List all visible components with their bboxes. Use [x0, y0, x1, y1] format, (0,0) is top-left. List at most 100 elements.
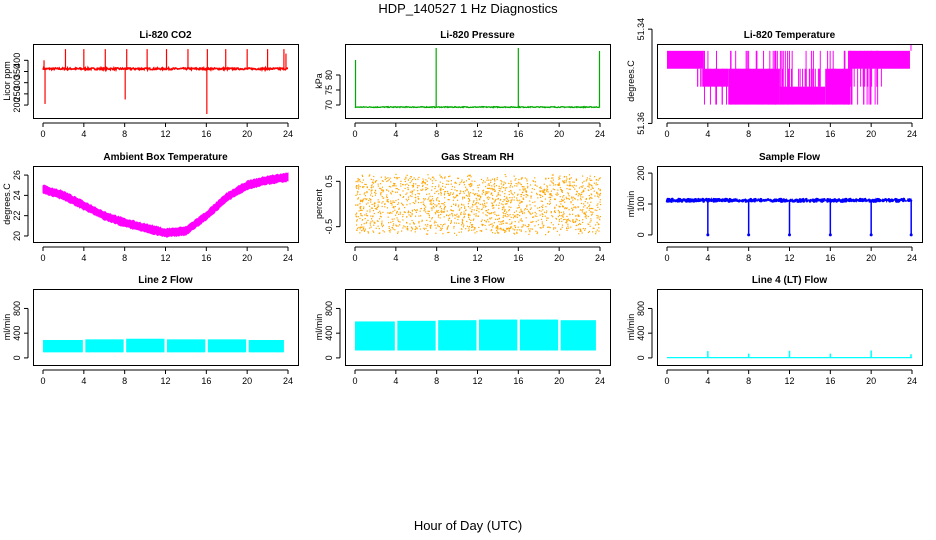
rh-point [409, 177, 411, 180]
rh-point [436, 199, 438, 201]
rh-point [497, 193, 500, 195]
rh-point [447, 226, 449, 228]
rh-point [589, 207, 591, 209]
rh-point [550, 222, 552, 224]
rh-point [527, 224, 530, 226]
rh-point [597, 193, 599, 195]
rh-point [383, 231, 385, 233]
rh-point [501, 191, 503, 193]
rh-point [536, 185, 538, 187]
chart-title: Li-820 CO2 [139, 30, 192, 41]
rh-point [501, 207, 504, 209]
rh-point [438, 184, 440, 186]
rh-point [472, 226, 474, 228]
rh-point [485, 221, 488, 223]
rh-point [500, 179, 502, 182]
rh-point [448, 217, 451, 219]
rh-point [399, 221, 401, 223]
rh-point [574, 198, 576, 200]
rh-point [447, 183, 449, 185]
rh-point [520, 218, 522, 220]
rh-point [492, 204, 495, 206]
rh-point [432, 205, 434, 208]
x-tick-label: 4 [393, 253, 398, 263]
rh-point [435, 232, 437, 234]
rh-point [446, 210, 448, 212]
rh-point [461, 196, 464, 198]
rh-point [411, 190, 414, 193]
rh-point [506, 196, 508, 198]
rh-point [559, 195, 561, 198]
rh-point [388, 227, 390, 230]
rh-point [494, 213, 496, 215]
rh-point [476, 209, 478, 211]
rh-point [385, 177, 387, 180]
rh-point [525, 196, 527, 198]
rh-point [430, 224, 432, 226]
rh-point [599, 219, 601, 221]
rh-point [563, 180, 565, 182]
x-tick-label: 4 [705, 376, 710, 386]
chart-title: Line 4 (LT) Flow [752, 275, 828, 286]
rh-point [424, 182, 426, 184]
rh-point [530, 197, 532, 199]
rh-point [560, 228, 562, 230]
rh-point [496, 225, 499, 227]
rh-point [474, 194, 476, 196]
rh-point [542, 190, 544, 192]
rh-point [494, 232, 496, 234]
rh-point [461, 222, 463, 224]
rh-point [517, 214, 519, 216]
rh-point [510, 183, 512, 185]
rh-point [571, 185, 574, 187]
rh-point [467, 197, 470, 200]
rh-point [498, 204, 500, 206]
rh-point [428, 214, 430, 216]
rh-point [488, 179, 490, 181]
data-point [908, 198, 911, 201]
rh-point [450, 192, 452, 194]
rh-point [582, 190, 584, 192]
rh-point [493, 188, 495, 191]
data-point [890, 199, 894, 203]
data-point [704, 198, 707, 202]
x-tick-label: 24 [907, 129, 917, 139]
rh-point [382, 230, 384, 232]
rh-point [417, 202, 420, 204]
data-point [791, 199, 794, 203]
rh-point [518, 178, 520, 181]
chart-title: Gas Stream RH [441, 152, 514, 163]
rh-point [544, 192, 546, 194]
rh-point [388, 230, 390, 232]
rh-point [464, 206, 466, 208]
rh-point [523, 209, 526, 211]
rh-point [524, 190, 527, 192]
rh-point [393, 185, 395, 187]
rh-point [444, 206, 446, 208]
rh-point [587, 223, 589, 225]
rh-point [395, 173, 397, 175]
rh-point [412, 202, 414, 204]
rh-point [411, 191, 413, 193]
rh-point [450, 222, 452, 225]
rh-point [534, 177, 536, 179]
rh-point [575, 218, 577, 220]
rh-point [586, 177, 589, 179]
rh-point [542, 189, 544, 191]
x-tick-label: 0 [40, 376, 45, 386]
rh-point [490, 212, 492, 215]
rh-point [560, 200, 563, 202]
rh-point [382, 189, 384, 192]
rh-point [599, 188, 601, 191]
rh-point [487, 184, 489, 186]
rh-point [584, 200, 586, 203]
rh-point [529, 200, 531, 202]
rh-point [524, 188, 526, 190]
rh-point [595, 233, 597, 235]
rh-point [569, 220, 571, 222]
rh-point [356, 229, 358, 231]
rh-point [539, 214, 541, 216]
rh-point [358, 188, 360, 190]
rh-point [593, 227, 595, 230]
rh-point [433, 178, 435, 180]
